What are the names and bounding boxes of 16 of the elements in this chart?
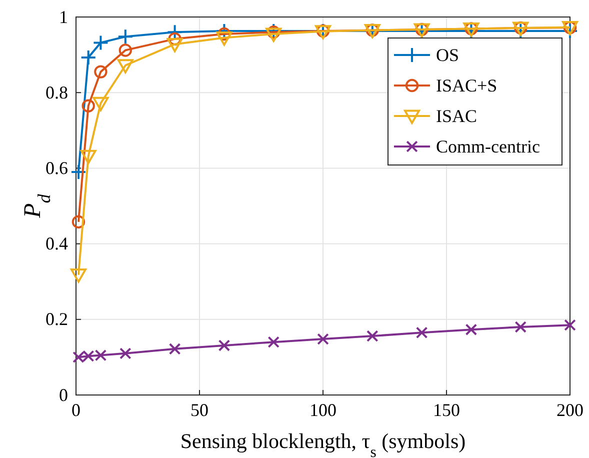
- y-tick-label: 0.2: [46, 309, 68, 330]
- legend-label: Comm-centric: [436, 136, 540, 156]
- x-tick-label: 200: [556, 400, 584, 420]
- y-tick-label: 1: [59, 6, 68, 27]
- legend-label: OS: [436, 45, 460, 65]
- x-tick-label: 50: [190, 400, 208, 420]
- x-tick-label: 150: [433, 400, 460, 420]
- legend-label: ISAC: [436, 106, 478, 126]
- y-tick-label: 0: [59, 384, 68, 405]
- x-tick-label: 100: [310, 400, 336, 420]
- y-tick-label: 0.6: [46, 158, 68, 178]
- x-axis-title: Sensing blocklength, τ$_{s}$ (symbols): [180, 429, 466, 458]
- legend-label: ISAC+S: [436, 76, 498, 96]
- x-tick-label: 0: [72, 400, 80, 420]
- y-tick-label: 0.8: [46, 82, 68, 102]
- y-tick-label: 0.4: [46, 234, 68, 254]
